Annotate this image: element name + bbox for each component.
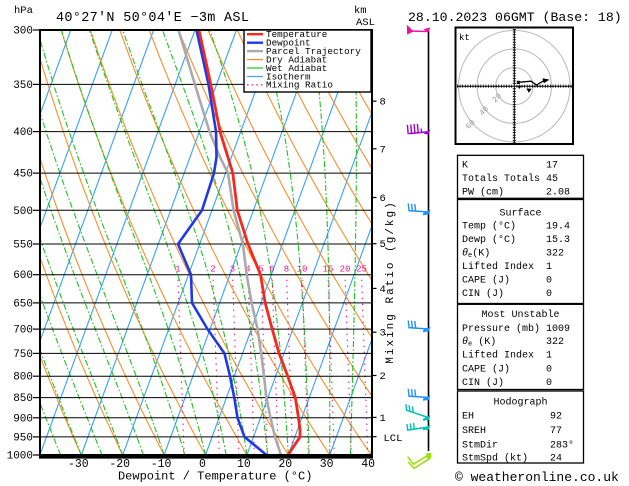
svg-text:6: 6 xyxy=(380,193,386,205)
svg-text:5: 5 xyxy=(258,265,263,275)
svg-text:77: 77 xyxy=(550,426,562,437)
svg-text:4: 4 xyxy=(245,265,250,275)
svg-text:Wet Adiabat: Wet Adiabat xyxy=(266,63,327,74)
svg-text:5: 5 xyxy=(380,239,386,251)
svg-text:1: 1 xyxy=(546,262,552,273)
svg-text:30: 30 xyxy=(320,458,334,471)
svg-text:322: 322 xyxy=(546,248,564,259)
svg-text:K: K xyxy=(462,161,468,172)
svg-text:1: 1 xyxy=(175,265,180,275)
svg-text:8: 8 xyxy=(380,97,386,109)
svg-text:25: 25 xyxy=(356,265,367,275)
svg-text:-10: -10 xyxy=(151,458,172,471)
svg-text:LCL: LCL xyxy=(384,433,403,445)
svg-text:24: 24 xyxy=(550,453,562,464)
svg-text:Totals Totals: Totals Totals xyxy=(462,173,540,185)
svg-text:7: 7 xyxy=(380,144,386,156)
svg-text:3: 3 xyxy=(230,265,235,275)
svg-text:20: 20 xyxy=(278,458,292,471)
svg-text:CIN (J): CIN (J) xyxy=(462,288,504,300)
svg-text:CAPE (J): CAPE (J) xyxy=(462,274,510,286)
svg-text:Lifted Index: Lifted Index xyxy=(462,261,534,273)
svg-text:450: 450 xyxy=(13,169,33,181)
svg-text:1: 1 xyxy=(380,413,386,425)
svg-text:θe(K): θe(K) xyxy=(462,247,490,259)
svg-text:Mixing Ratio (g/kg): Mixing Ratio (g/kg) xyxy=(385,200,397,363)
svg-text:8: 8 xyxy=(284,265,289,275)
svg-text:hPa: hPa xyxy=(14,5,33,17)
svg-text:CAPE (J): CAPE (J) xyxy=(462,363,510,375)
svg-text:19.4: 19.4 xyxy=(546,221,570,232)
svg-text:© weatheronline.co.uk: © weatheronline.co.uk xyxy=(455,470,619,485)
svg-text:4: 4 xyxy=(380,284,386,296)
svg-text:17: 17 xyxy=(546,161,558,172)
svg-text:500: 500 xyxy=(13,206,33,218)
svg-text:400: 400 xyxy=(13,127,33,139)
svg-text:Dewpoint / Temperature (°C): Dewpoint / Temperature (°C) xyxy=(118,470,312,484)
svg-text:Dry Adiabat: Dry Adiabat xyxy=(266,54,327,65)
svg-text:1009: 1009 xyxy=(546,324,570,335)
svg-text:550: 550 xyxy=(13,240,33,252)
svg-text:20: 20 xyxy=(340,265,351,275)
svg-text:45: 45 xyxy=(546,174,558,185)
svg-text:0: 0 xyxy=(546,364,552,375)
svg-text:Temperature: Temperature xyxy=(266,29,327,40)
svg-text:SREH: SREH xyxy=(462,426,486,437)
svg-text:2: 2 xyxy=(210,265,215,275)
svg-text:Dewpoint: Dewpoint xyxy=(266,38,311,49)
svg-text:Dewp (°C): Dewp (°C) xyxy=(462,234,516,246)
svg-text:Surface: Surface xyxy=(499,207,541,219)
svg-text:CIN (J): CIN (J) xyxy=(462,377,504,389)
svg-text:950: 950 xyxy=(13,432,33,444)
svg-text:750: 750 xyxy=(13,349,33,361)
svg-text:StmDir: StmDir xyxy=(462,439,498,451)
svg-text:Most Unstable: Most Unstable xyxy=(481,309,559,321)
svg-text:3: 3 xyxy=(380,328,386,340)
svg-text:Isotherm: Isotherm xyxy=(266,71,311,82)
svg-text:650: 650 xyxy=(13,298,33,310)
svg-text:900: 900 xyxy=(13,413,33,425)
svg-text:40°27'N 50°04'E −3m ASL: 40°27'N 50°04'E −3m ASL xyxy=(56,11,249,26)
svg-text:300: 300 xyxy=(13,26,33,38)
svg-text:km: km xyxy=(354,5,367,17)
svg-text:0: 0 xyxy=(546,289,552,300)
svg-text:Temp (°C): Temp (°C) xyxy=(462,220,516,232)
svg-text:600: 600 xyxy=(13,270,33,282)
svg-text:Pressure (mb): Pressure (mb) xyxy=(462,323,540,335)
svg-text:-30: -30 xyxy=(68,458,89,471)
svg-text:0: 0 xyxy=(546,378,552,389)
svg-text:StmSpd (kt): StmSpd (kt) xyxy=(462,452,528,464)
svg-text:15: 15 xyxy=(323,265,334,275)
svg-text:Lifted Index: Lifted Index xyxy=(462,350,534,362)
svg-text:1000: 1000 xyxy=(7,451,33,463)
svg-text:10: 10 xyxy=(237,458,251,471)
svg-text:2: 2 xyxy=(380,371,386,383)
svg-text:322: 322 xyxy=(546,337,564,348)
svg-text:700: 700 xyxy=(13,325,33,337)
svg-text:0: 0 xyxy=(199,458,206,471)
svg-text:800: 800 xyxy=(13,372,33,384)
svg-text:-20: -20 xyxy=(109,458,130,471)
svg-text:kt: kt xyxy=(459,33,470,43)
svg-text:EH: EH xyxy=(462,412,474,423)
svg-text:350: 350 xyxy=(13,80,33,92)
svg-text:1: 1 xyxy=(546,351,552,362)
svg-text:θe (K): θe (K) xyxy=(462,336,496,349)
svg-text:92: 92 xyxy=(550,412,562,423)
svg-text:0: 0 xyxy=(546,275,552,286)
svg-text:850: 850 xyxy=(13,393,33,405)
svg-text:ASL: ASL xyxy=(356,17,375,29)
svg-text:28.10.2023 06GMT (Base: 18): 28.10.2023 06GMT (Base: 18) xyxy=(408,10,622,25)
svg-text:PW (cm): PW (cm) xyxy=(462,187,504,199)
svg-text:40: 40 xyxy=(361,458,375,471)
svg-text:283°: 283° xyxy=(550,439,574,451)
svg-text:15.3: 15.3 xyxy=(546,235,570,246)
svg-text:2.08: 2.08 xyxy=(546,188,570,199)
svg-text:10: 10 xyxy=(297,265,308,275)
svg-text:Hodograph: Hodograph xyxy=(493,396,547,408)
svg-text:6: 6 xyxy=(269,265,274,275)
svg-text:Mixing Ratio: Mixing Ratio xyxy=(266,80,333,91)
svg-text:Parcel Trajectory: Parcel Trajectory xyxy=(266,46,361,57)
